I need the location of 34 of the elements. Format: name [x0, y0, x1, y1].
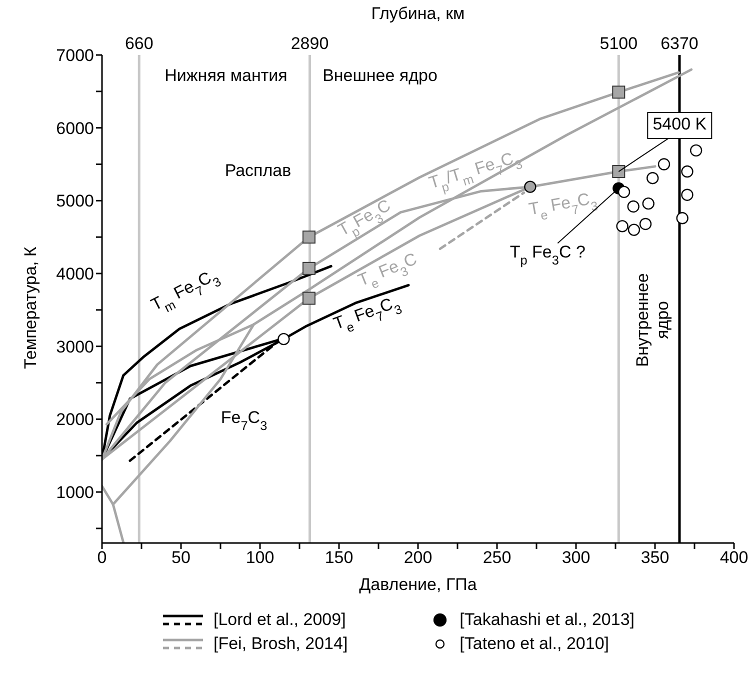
x2-axis-title: Глубина, км	[370, 4, 466, 24]
legend-label: [Lord et al., 2009]	[213, 610, 346, 630]
x-tick-label: 400	[720, 548, 748, 568]
annotation: Нижняя мантия	[164, 66, 288, 86]
x-axis-title: Давление, ГПа	[359, 575, 478, 594]
x-tick-label: 100	[246, 548, 274, 568]
text: 5100	[600, 34, 638, 54]
annotation: Fe$_{7}$C$_{3}$	[220, 408, 268, 433]
x-tick-label: 350	[640, 548, 670, 568]
y-tick-label: 3000	[56, 337, 94, 356]
annotation: Расплав	[224, 161, 292, 180]
y-tick-label: 1000	[56, 483, 94, 502]
annotation: 5400 K	[652, 115, 708, 134]
text: 660	[124, 34, 154, 54]
text: 6370	[660, 34, 698, 54]
annotation: T$_{p}$ Fe$_{3}$C ?	[510, 242, 586, 268]
annotation: Внутреннее ядро	[633, 273, 672, 367]
legend-label: [Fei, Brosh, 2014]	[213, 634, 348, 654]
x-tick-label: 300	[562, 548, 590, 568]
x-tick-label: 200	[404, 548, 432, 568]
y-tick-label: 2000	[56, 410, 94, 430]
y-tick-label: 4000	[56, 264, 94, 284]
x-tick-label: 0	[97, 548, 107, 568]
y-tick-label: 7000	[56, 46, 94, 66]
y-axis-title: Температура, К	[21, 246, 40, 369]
y-tick-label: 5000	[56, 192, 94, 211]
y-tick-label: 6000	[56, 118, 94, 138]
annotation: Внешнее ядро	[322, 66, 438, 86]
x-tick-label: 150	[324, 548, 354, 568]
x-tick-label: 50	[172, 548, 190, 568]
legend-label: [Tateno et al., 2010]	[460, 634, 610, 654]
x-tick-label: 250	[482, 548, 512, 568]
text: 2890	[290, 34, 329, 54]
legend-label: [Takahashi et al., 2013]	[460, 610, 635, 630]
